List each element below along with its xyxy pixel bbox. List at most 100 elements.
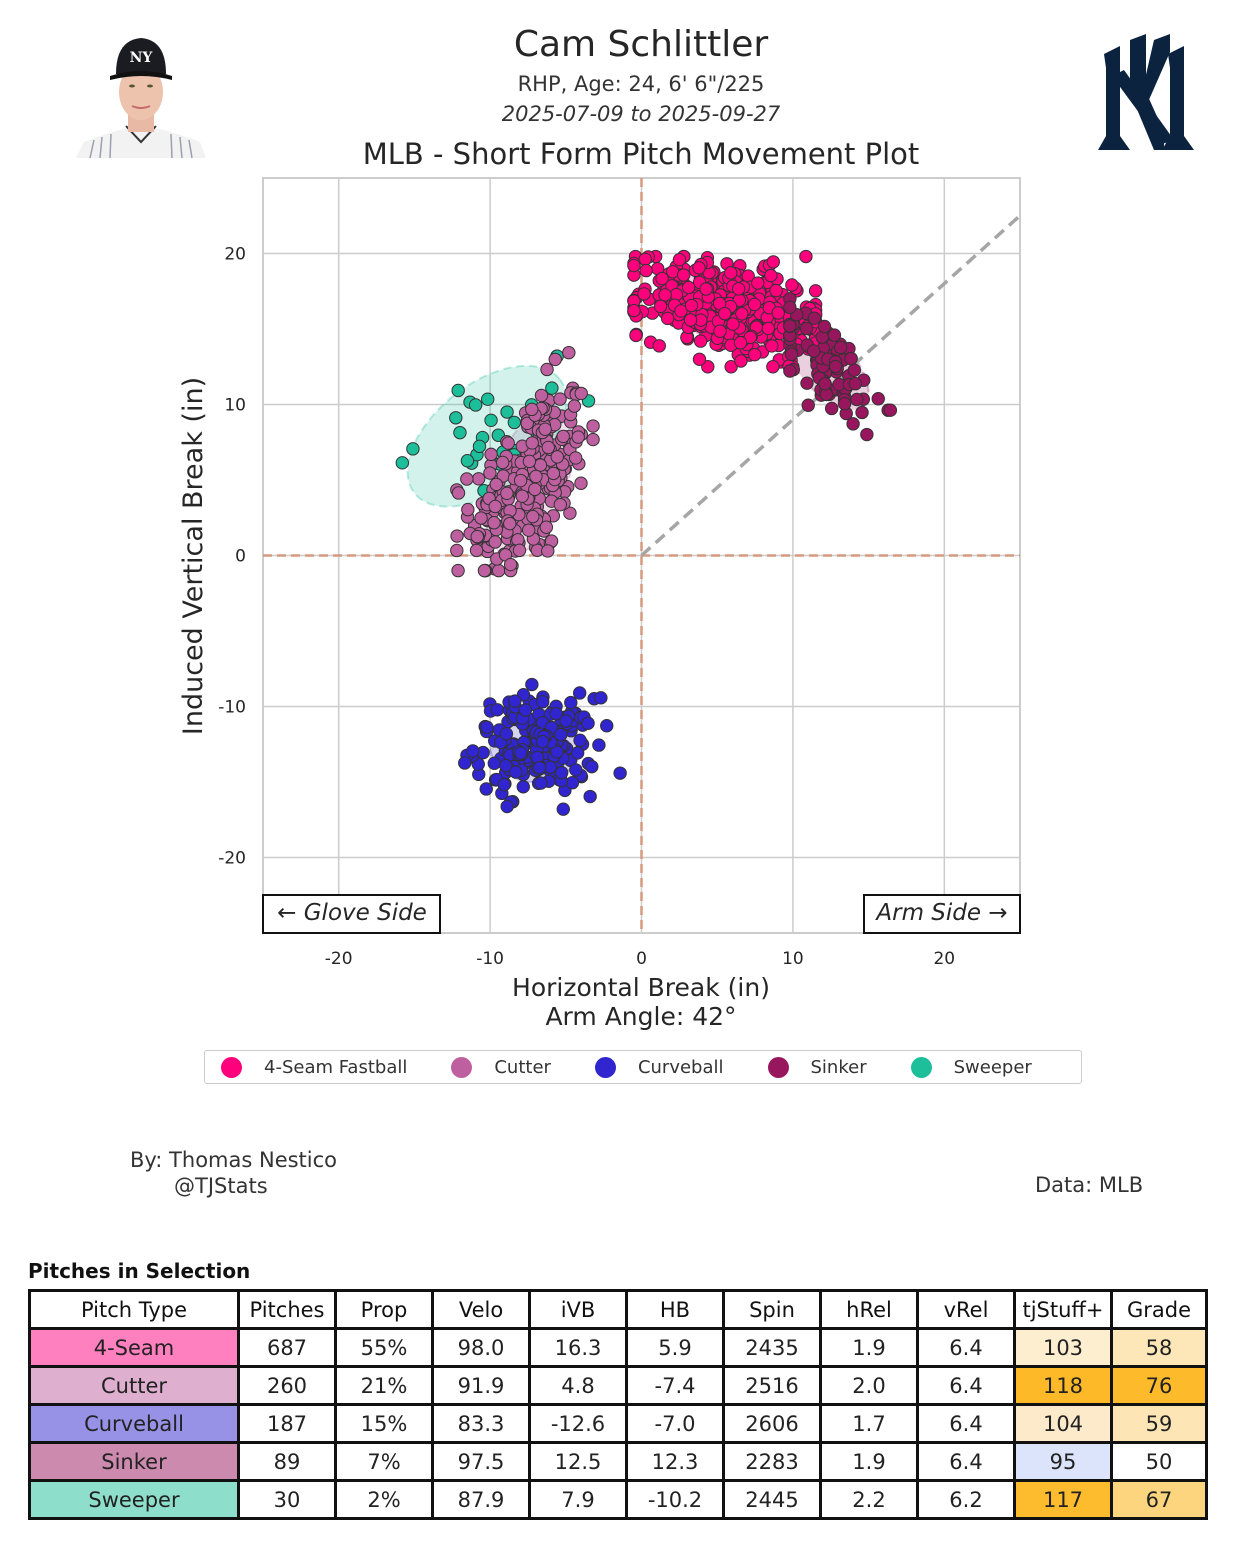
point-curveball: [458, 756, 472, 770]
point-cutter: [586, 419, 600, 433]
legend-label: Curveball: [637, 1056, 724, 1078]
point-cutter: [471, 472, 486, 486]
point-4-seam-fastball: [627, 303, 641, 318]
point-curveball: [508, 694, 522, 708]
point-sweeper: [468, 398, 483, 412]
pitch-type-cell: Sweeper: [28, 1479, 240, 1520]
point-4-seam-fastball: [769, 283, 783, 298]
point-sinker: [847, 363, 862, 377]
table-cell: 1.7: [819, 1403, 919, 1444]
table-cell: 2435: [722, 1327, 822, 1368]
point-4-seam-fastball: [785, 278, 799, 292]
point-4-seam-fastball: [799, 249, 813, 264]
point-4-seam-fastball: [638, 252, 652, 266]
player-bio: RHP, Age: 24, 6' 6"/225: [517, 72, 765, 96]
point-sinker: [817, 319, 832, 334]
point-sinker: [883, 403, 898, 417]
point-sweeper: [453, 425, 467, 440]
point-cutter: [522, 454, 537, 469]
point-cutter: [495, 455, 510, 470]
point-4-seam-fastball: [627, 258, 641, 273]
col-header: tjStuff+: [1013, 1289, 1113, 1330]
table-cell: 30: [237, 1479, 337, 1520]
point-sinker: [834, 340, 848, 355]
point-cutter: [488, 499, 502, 514]
legend-label: Sweeper: [953, 1056, 1032, 1078]
point-4-seam-fastball: [761, 321, 775, 336]
point-sinker: [824, 401, 839, 416]
point-4-seam-fastball: [734, 354, 748, 368]
point-cutter: [574, 386, 588, 401]
point-sweeper: [500, 405, 514, 419]
point-sinker: [818, 377, 832, 391]
x-tick-label: 0: [636, 949, 647, 969]
point-sinker: [850, 392, 864, 407]
point-4-seam-fastball: [766, 360, 780, 374]
table-cell: 2516: [722, 1365, 822, 1406]
table-cell: 1.9: [819, 1327, 919, 1368]
point-cutter: [503, 557, 518, 572]
table-cell: -7.0: [625, 1403, 725, 1444]
point-4-seam-fastball: [681, 280, 696, 295]
point-curveball: [509, 765, 523, 779]
point-curveball: [500, 799, 514, 814]
legend-item: Sinker: [767, 1056, 867, 1078]
x-tick-label: 10: [782, 949, 804, 969]
point-4-seam-fastball: [658, 288, 672, 302]
table-cell: 95: [1013, 1441, 1113, 1482]
legend-marker-icon: [221, 1056, 242, 1078]
table-cell: -12.6: [528, 1403, 628, 1444]
point-sweeper: [406, 442, 420, 456]
col-header: Pitch Type: [28, 1289, 240, 1330]
y-tick-label: 20: [224, 245, 246, 265]
table-cell: 89: [237, 1441, 337, 1482]
player-headshot-icon: NY: [76, 38, 206, 159]
point-4-seam-fastball: [652, 339, 666, 353]
table-cell: 1.9: [819, 1441, 919, 1482]
point-cutter: [529, 469, 543, 484]
table-row: 4-Seam 687 55% 98.0 16.3 5.9 2435 1.9 6.4 103 58: [28, 1327, 1208, 1368]
pitch-type-cell: Curveball: [28, 1403, 240, 1444]
table-title: Pitches in Selection: [28, 1259, 251, 1283]
point-cutter: [563, 506, 577, 520]
point-sweeper: [481, 392, 495, 406]
legend-marker-icon: [910, 1056, 932, 1078]
point-4-seam-fastball: [692, 261, 706, 275]
point-sweeper: [545, 381, 559, 395]
point-4-seam-fastball: [765, 339, 779, 353]
legend-marker-icon: [767, 1056, 789, 1078]
point-curveball: [534, 776, 548, 790]
point-4-seam-fastball: [808, 284, 823, 298]
glove-side-annotation: ← Glove Side: [262, 894, 441, 934]
point-curveball: [572, 686, 587, 700]
point-sinker: [827, 328, 842, 342]
point-4-seam-fastball: [747, 297, 762, 312]
legend-item: 4-Seam Fastball: [221, 1056, 407, 1078]
table-cell: 104: [1013, 1403, 1113, 1444]
pitch-type-cell: 4-Seam: [28, 1327, 240, 1368]
table-cell: 59: [1110, 1403, 1208, 1444]
point-cutter: [525, 436, 539, 450]
point-cutter: [470, 529, 484, 544]
point-cutter: [477, 563, 492, 578]
point-sinker: [800, 376, 814, 390]
table-cell: 12.5: [528, 1441, 628, 1482]
point-curveball: [585, 759, 599, 774]
point-cutter: [451, 563, 465, 578]
point-cutter: [553, 497, 568, 512]
table-cell: -10.2: [625, 1479, 725, 1520]
point-cutter: [553, 392, 567, 406]
table-cell: 7.9: [528, 1479, 628, 1520]
point-curveball: [525, 677, 539, 692]
col-header: vRel: [916, 1289, 1016, 1330]
glove-side-label: ← Glove Side: [277, 900, 427, 926]
col-header: Velo: [431, 1289, 531, 1330]
point-cutter: [526, 509, 540, 524]
point-cutter: [525, 402, 539, 417]
table-cell: 50: [1110, 1441, 1208, 1482]
table-cell: 15%: [334, 1403, 434, 1444]
point-cutter: [548, 352, 562, 367]
point-sinker: [871, 392, 885, 406]
point-cutter: [513, 473, 528, 488]
point-cutter: [567, 399, 582, 413]
